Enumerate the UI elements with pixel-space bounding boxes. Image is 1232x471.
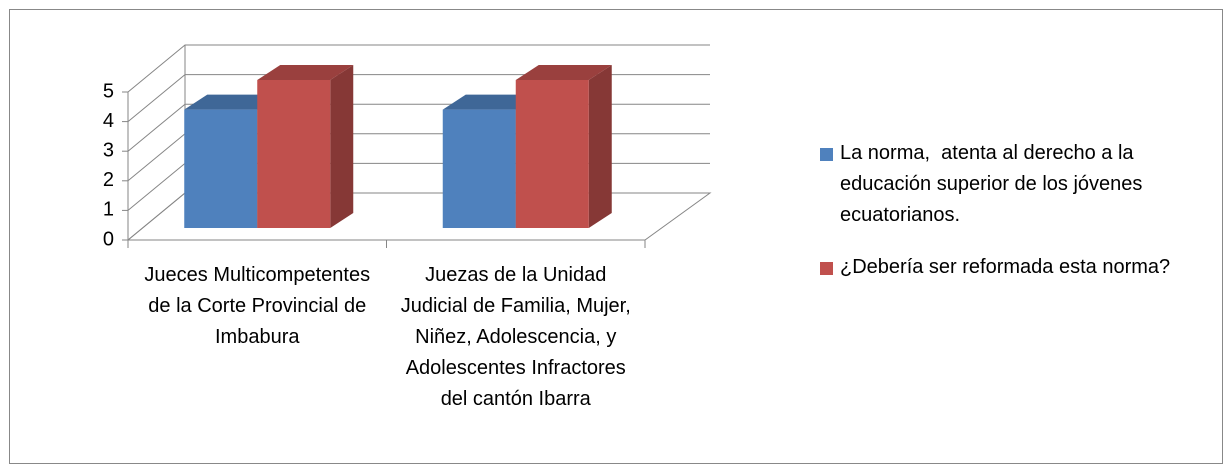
bar — [257, 80, 331, 228]
legend-swatch — [820, 262, 833, 275]
bar-side — [330, 65, 354, 228]
bar-top — [442, 94, 539, 110]
y-tick-label: 3 — [103, 139, 114, 161]
bar — [184, 109, 258, 228]
bar-side — [588, 65, 612, 228]
y-tick-label: 0 — [103, 228, 114, 250]
bar — [515, 80, 589, 228]
y-tick-label: 4 — [103, 110, 114, 132]
grid-line — [127, 44, 710, 93]
y-tick-label: 5 — [103, 80, 114, 102]
y-tick-label: 1 — [103, 199, 114, 221]
x-tick-label: Juezas de la Unidad Judicial de Familia,… — [400, 264, 637, 410]
legend-swatch — [820, 148, 833, 161]
bar — [442, 109, 516, 228]
bar-top — [257, 65, 354, 80]
y-tick-label: 2 — [103, 169, 114, 191]
bar-top — [184, 94, 281, 110]
x-tick-label: Jueces Multicompetentes de la Corte Prov… — [144, 264, 376, 348]
legend-label: La norma, atenta al derecho a la educaci… — [840, 142, 1148, 226]
legend-label: ¿Debería ser reformada esta norma? — [840, 256, 1171, 278]
bar-top — [515, 65, 612, 80]
chart-border — [9, 9, 1223, 464]
